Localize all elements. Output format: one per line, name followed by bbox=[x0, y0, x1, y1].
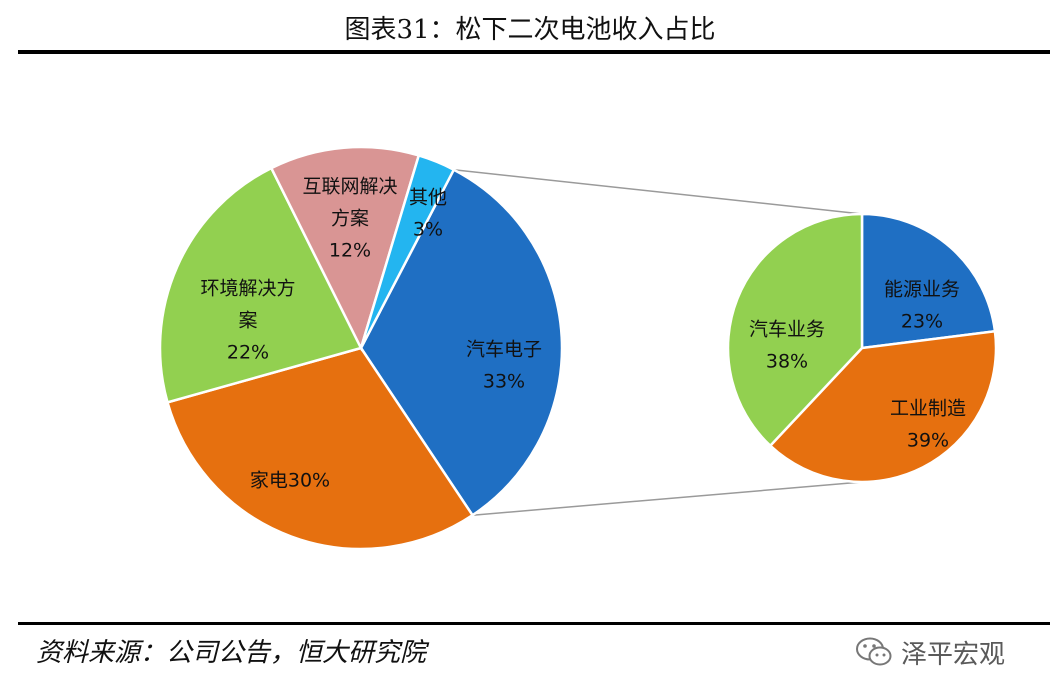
pie-1-label-2-line-1: 38% bbox=[766, 351, 808, 373]
connector-line-top bbox=[453, 168, 863, 215]
pie-1-slice-2 bbox=[726, 212, 864, 448]
pie-1-slice-0 bbox=[860, 212, 997, 350]
pie-1-label-1-line-0: 工业制造 bbox=[890, 398, 966, 420]
pie-0-label-1-line-0: 家电30% bbox=[250, 470, 330, 492]
pie-1-label-2-line-0: 汽车业务 bbox=[749, 319, 825, 341]
bottom-rule bbox=[18, 622, 1050, 625]
pie-1-label-1-line-1: 39% bbox=[907, 430, 949, 452]
watermark: 泽平宏观 bbox=[855, 632, 1005, 672]
pie-0-slice-1 bbox=[165, 346, 475, 551]
connector-lines bbox=[453, 168, 863, 516]
pie-0-slice-3 bbox=[269, 145, 421, 352]
breakdown-pie bbox=[726, 212, 998, 484]
pie-0-label-4-line-1: 3% bbox=[413, 219, 443, 241]
pie-0-label-2-line-1: 案 bbox=[238, 310, 257, 332]
pie-1-label-0-line-0: 能源业务 bbox=[884, 279, 960, 301]
pie-0-label-3-line-1: 方案 bbox=[331, 208, 369, 230]
main-pie bbox=[158, 145, 564, 551]
top-rule bbox=[18, 50, 1050, 54]
pie-0-label-4-line-0: 其他 bbox=[409, 187, 447, 209]
chart-title: 图表31：松下二次电池收入占比 bbox=[344, 15, 716, 45]
connector-line-bottom bbox=[472, 481, 863, 516]
pie-0-label-2-line-2: 22% bbox=[227, 342, 269, 364]
pie-1-label-0-line-1: 23% bbox=[901, 311, 943, 333]
pie-0-slice-2 bbox=[158, 166, 363, 404]
pie-0-slice-4 bbox=[359, 153, 456, 349]
pie-1-slice-1 bbox=[768, 329, 998, 484]
pie-0-label-0-line-0: 汽车电子 bbox=[466, 339, 542, 361]
pie-0-label-3-line-0: 互联网解决 bbox=[302, 176, 397, 198]
source-note: 资料来源：公司公告，恒大研究院 bbox=[36, 638, 427, 668]
pie-0-label-0-line-1: 33% bbox=[483, 371, 525, 393]
pie-0-label-2-line-0: 环境解决方 bbox=[200, 278, 295, 300]
pie-0-slice-0 bbox=[359, 168, 564, 517]
pie-0-label-3-line-2: 12% bbox=[329, 240, 371, 262]
watermark-text: 泽平宏观 bbox=[901, 639, 1006, 670]
wechat-icon bbox=[856, 637, 892, 666]
